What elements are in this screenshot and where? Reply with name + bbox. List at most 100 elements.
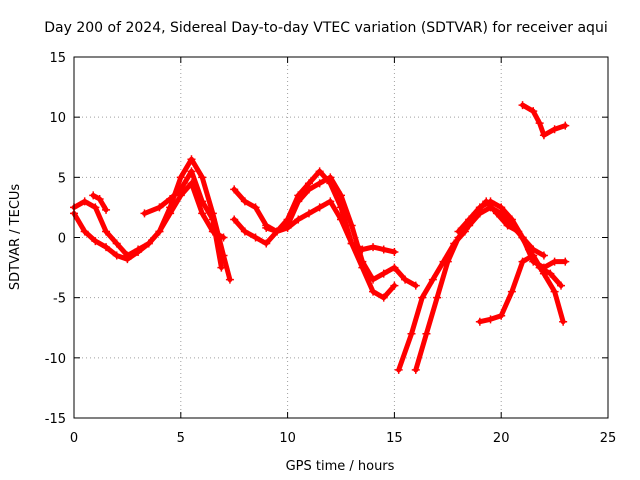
data-point-marker <box>394 365 403 374</box>
y-tick-label: 10 <box>49 111 66 126</box>
data-point-marker <box>102 243 111 252</box>
data-point-marker <box>198 209 207 218</box>
data-point-marker <box>347 221 356 230</box>
data-point-marker <box>123 255 132 264</box>
data-point-marker <box>390 281 399 290</box>
data-point-marker <box>390 247 399 256</box>
data-point-marker <box>225 275 234 284</box>
data-point-marker <box>433 293 442 302</box>
data-point-marker <box>187 167 196 176</box>
y-tick-label: -15 <box>45 412 66 427</box>
data-point-marker <box>166 209 175 218</box>
data-point-marker <box>219 233 228 242</box>
data-point-marker <box>134 247 143 256</box>
data-point-marker <box>507 287 516 296</box>
data-point-marker <box>358 263 367 272</box>
data-point-marker <box>251 233 260 242</box>
plot-frame <box>73 56 609 419</box>
data-point-marker <box>535 119 544 128</box>
x-tick-label: 0 <box>70 431 78 446</box>
data-point-marker <box>497 203 506 212</box>
data-point-marker <box>304 179 313 188</box>
chart-title: Day 200 of 2024, Sidereal Day-to-day VTE… <box>44 20 607 36</box>
data-point-marker <box>539 251 548 260</box>
y-tick-label: -10 <box>45 352 66 367</box>
data-point-marker <box>407 329 416 338</box>
data-point-marker <box>230 185 239 194</box>
data-point-marker <box>428 275 437 284</box>
x-tick-label: 5 <box>177 431 185 446</box>
data-point-marker <box>379 245 388 254</box>
data-point-marker <box>497 311 506 320</box>
data-point-marker <box>418 293 427 302</box>
data-point-marker <box>518 257 527 266</box>
data-point-marker <box>217 263 226 272</box>
series-line <box>142 168 224 271</box>
y-tick-label: 5 <box>58 171 66 186</box>
series-line <box>231 168 397 301</box>
data-point-marker <box>272 227 281 236</box>
data-point-marker <box>518 233 527 242</box>
data-point-marker <box>529 107 538 116</box>
data-point-marker <box>347 239 356 248</box>
data-point-marker <box>262 223 271 232</box>
data-point-marker <box>112 239 121 248</box>
data-point-marker <box>251 203 260 212</box>
series-trace-l <box>518 101 570 140</box>
data-point-marker <box>422 329 431 338</box>
data-point-marker <box>166 194 175 203</box>
series-line <box>456 198 568 271</box>
data-point-marker <box>326 179 335 188</box>
data-point-marker <box>155 227 164 236</box>
data-point-marker <box>369 287 378 296</box>
series-trace-j <box>454 197 570 272</box>
series-trace-i <box>411 203 548 374</box>
x-tick-labels: 0 5 10 15 20 25 <box>70 431 616 446</box>
data-point-marker <box>550 257 559 266</box>
data-point-marker <box>337 203 345 212</box>
data-point-marker <box>443 257 452 266</box>
data-point-marker <box>198 173 207 182</box>
x-axis-label: GPS time / hours <box>286 459 395 474</box>
data-point-marker <box>198 197 207 206</box>
x-tick-label: 15 <box>386 431 403 446</box>
data-point-marker <box>262 239 271 248</box>
data-point-marker <box>89 191 98 200</box>
data-point-marker <box>529 251 538 260</box>
data-point-marker <box>550 125 559 134</box>
data-point-marker <box>91 203 100 212</box>
data-point-marker <box>80 197 89 206</box>
y-tick-label: -5 <box>53 292 66 307</box>
data-point-marker <box>304 209 313 218</box>
data-point-marker <box>294 191 303 200</box>
data-point-marker <box>475 203 484 212</box>
data-point-marker <box>486 315 495 324</box>
x-tick-label: 10 <box>279 431 296 446</box>
data-point-marker <box>283 223 292 232</box>
data-point-marker <box>112 251 121 260</box>
data-point-marker <box>283 215 292 224</box>
data-point-marker <box>411 281 420 290</box>
data-point-marker <box>102 205 111 214</box>
data-point-marker <box>95 194 104 203</box>
data-point-marker <box>486 197 495 206</box>
data-point-marker <box>91 237 100 246</box>
y-axis-label: SDTVAR / TECUs <box>8 184 23 291</box>
data-point-marker <box>379 293 388 302</box>
data-point-marker <box>401 275 410 284</box>
data-point-marker <box>561 257 570 266</box>
data-point-marker <box>539 269 548 278</box>
data-point-marker <box>369 243 378 252</box>
data-point-marker <box>518 101 527 110</box>
data-point-marker <box>550 287 559 296</box>
series-line <box>231 174 419 289</box>
data-point-marker <box>240 227 249 236</box>
series-line <box>520 102 568 138</box>
data-point-marker <box>315 167 324 176</box>
data-point-marker <box>102 227 111 236</box>
data-point-marker <box>326 197 335 206</box>
grid-lines <box>73 56 609 419</box>
data-point-marker <box>559 317 568 326</box>
data-point-marker <box>411 365 420 374</box>
